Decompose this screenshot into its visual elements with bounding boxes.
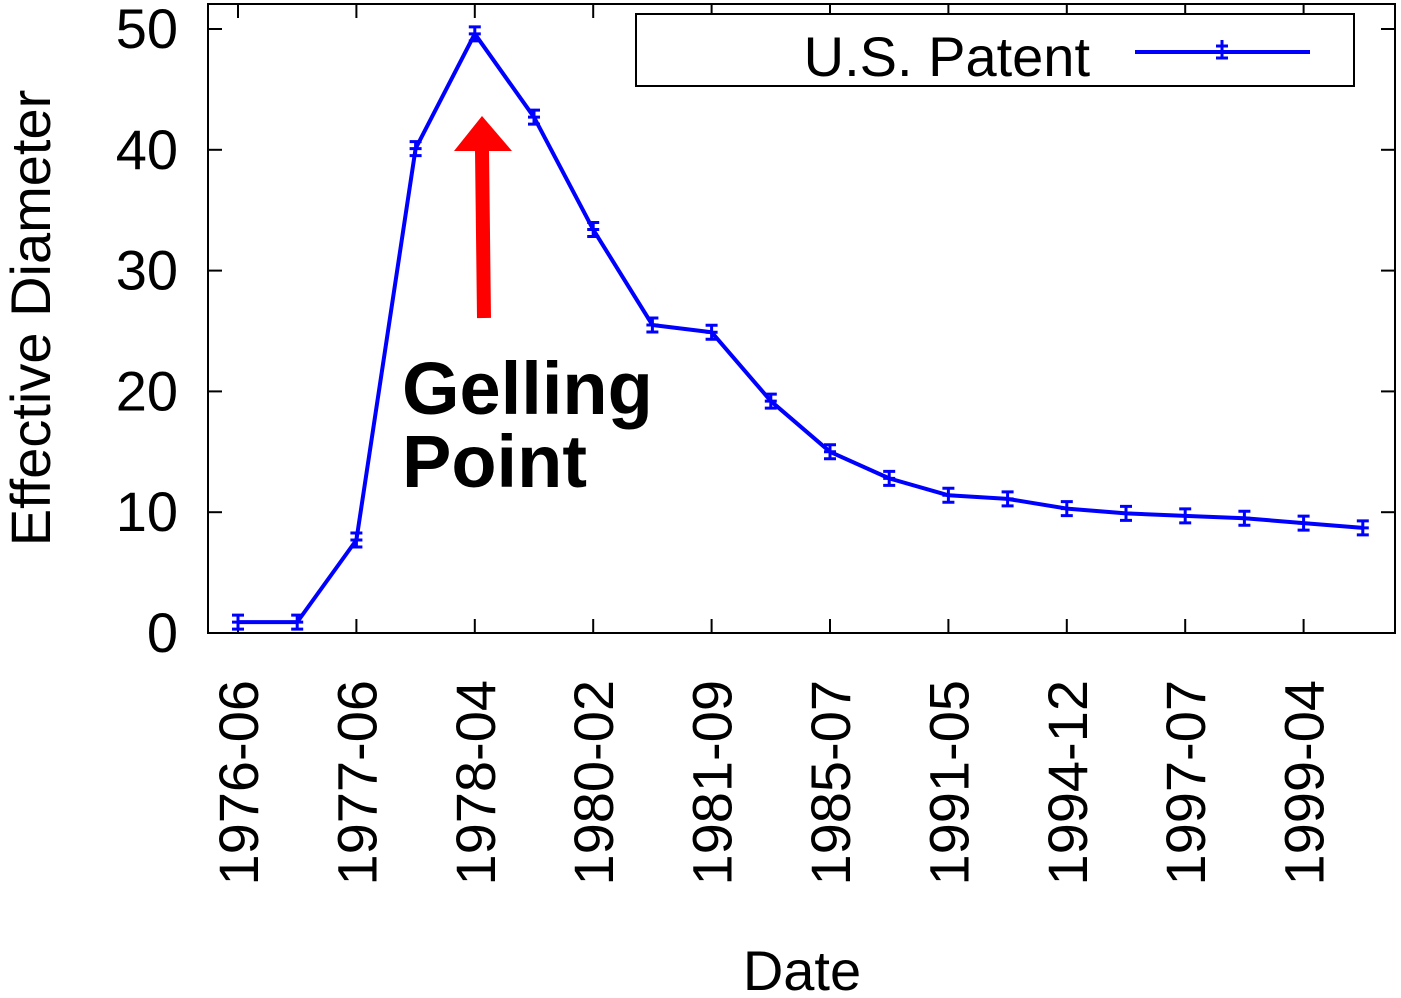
data-point xyxy=(1120,504,1132,522)
series-line xyxy=(238,31,1363,625)
data-point xyxy=(1238,509,1251,527)
data-point xyxy=(1179,507,1192,525)
data-point xyxy=(587,221,600,239)
data-point xyxy=(764,392,777,410)
data-point xyxy=(1060,500,1073,518)
annotation-arrow-head xyxy=(454,116,512,151)
data-point xyxy=(1356,519,1369,537)
x-tick-label: 1994-12 xyxy=(1036,680,1099,886)
x-axis-title: Date xyxy=(743,939,861,998)
series-layer xyxy=(232,25,1369,631)
y-ticks: 0 10 20 30 40 50 xyxy=(116,0,1395,664)
x-tick-label: 1999-04 xyxy=(1273,680,1336,886)
data-point xyxy=(646,316,659,334)
x-ticks: 1976-06 1977-06 1978-04 1980-02 1981-09 1985-… xyxy=(207,4,1336,886)
x-tick-label: 1981-09 xyxy=(681,680,744,886)
x-tick-label: 1985-07 xyxy=(799,680,862,886)
x-tick-label: 1980-02 xyxy=(562,680,625,886)
data-point xyxy=(350,531,363,549)
y-tick-label: 50 xyxy=(116,0,178,60)
data-point xyxy=(1297,514,1310,532)
legend: U.S. Patent xyxy=(635,13,1355,88)
x-tick-label: 1997-07 xyxy=(1154,680,1217,886)
data-point xyxy=(528,108,540,126)
data-point xyxy=(942,486,955,504)
data-point xyxy=(409,140,422,158)
plot-frame xyxy=(207,3,1396,634)
data-point xyxy=(291,613,304,631)
data-point xyxy=(468,25,481,43)
data-point xyxy=(824,443,836,461)
gelling-point-annotation: Gelling Point xyxy=(402,116,653,503)
y-tick-label: 10 xyxy=(116,480,178,543)
y-tick-label: 20 xyxy=(116,359,178,422)
x-tick-label: 1978-04 xyxy=(444,680,507,886)
annotation-arrow-shaft xyxy=(475,149,491,319)
x-tick-label: 1991-05 xyxy=(917,680,980,886)
legend-marker xyxy=(1216,40,1228,60)
x-tick-label: 1977-06 xyxy=(325,680,388,886)
data-point xyxy=(883,469,896,487)
y-tick-label: 30 xyxy=(116,239,178,302)
data-point xyxy=(232,613,244,631)
y-axis-title: Effective Diameter xyxy=(0,90,62,546)
x-tick-label: 1976-06 xyxy=(207,680,270,886)
data-point xyxy=(1001,490,1014,508)
data-point xyxy=(705,323,718,341)
y-tick-label: 40 xyxy=(116,118,178,181)
annotation-text-line2: Point xyxy=(402,420,587,503)
annotation-text-line1: Gelling xyxy=(402,347,653,430)
legend-label: U.S. Patent xyxy=(804,25,1091,88)
y-tick-label: 0 xyxy=(147,601,178,664)
